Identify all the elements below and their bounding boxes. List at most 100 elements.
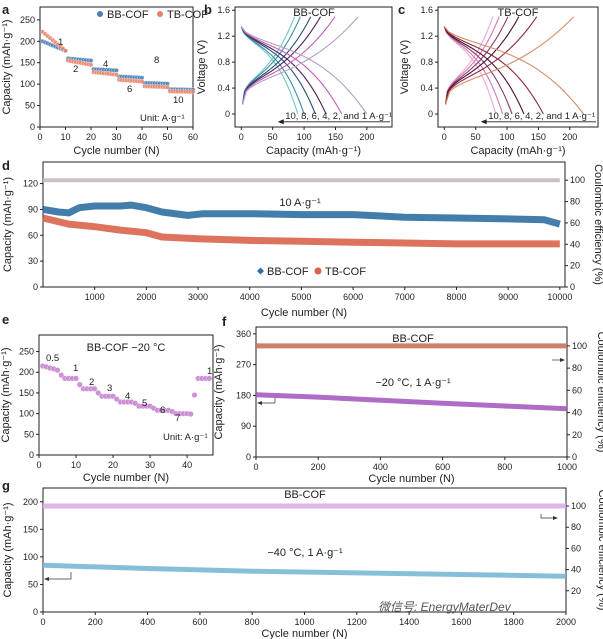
series-tb-cof: [42, 214, 560, 248]
legend-marker: [314, 267, 322, 275]
panel-label: f: [222, 314, 227, 329]
x-tick-label: 100: [297, 132, 312, 142]
charge-curve: [444, 16, 494, 105]
legend-label: BB-COF: [267, 266, 309, 278]
y-tick-label: 30: [28, 256, 38, 266]
data-point-tb-cof: [165, 84, 170, 90]
data-point-bb-cof: [114, 68, 119, 73]
annotation: Unit: A·g⁻¹: [163, 432, 208, 443]
y-tick-label: 0: [33, 282, 38, 292]
legend-marker: [257, 267, 264, 275]
charge-curve: [241, 16, 312, 105]
y-tick-label: 200: [19, 367, 34, 377]
x-tick-label: 150: [328, 132, 343, 142]
x-tick-label: 800: [497, 462, 512, 472]
y-tick-label: 90: [28, 204, 38, 214]
x-tick-label: 600: [435, 462, 450, 472]
y-tick-label: 150: [19, 388, 34, 398]
x-tick-label: 9000: [498, 292, 518, 302]
annotation: 0.5: [46, 353, 59, 364]
legend-marker: [157, 11, 163, 17]
x-tick-label: 400: [140, 617, 155, 627]
x-tick-label: 10: [71, 460, 81, 470]
y-tick-label: 1.6: [420, 5, 433, 15]
y-tick-label: 0: [33, 607, 38, 617]
y-tick-label: 1.2: [217, 31, 230, 41]
x-tick-label: 8000: [446, 292, 466, 302]
x-tick-label: 200: [562, 132, 577, 142]
discharge-curve: [443, 26, 513, 115]
x-axis-label: Capacity (mAh·g⁻¹): [266, 145, 361, 157]
y-tick-label: 120: [23, 179, 38, 189]
y-right-axis-label: Coulombic efficiency (%): [595, 332, 603, 453]
x-tick-label: 800: [245, 617, 260, 627]
x-tick-label: 0: [442, 132, 447, 142]
data-point: [187, 411, 194, 418]
x-tick-label: 40: [182, 460, 192, 470]
y-right-tick-label: 60: [571, 543, 581, 553]
data-point-tb-cof: [139, 79, 145, 84]
y-right-tick-label: 100: [571, 501, 586, 511]
x-tick-label: 0: [36, 460, 41, 470]
rate-annotation: 10, 8, 6, 4, 2, and 1 A·g⁻¹: [488, 111, 595, 122]
x-tick-label: 50: [162, 132, 172, 142]
y-right-tick-label: 60: [570, 218, 580, 228]
legend-marker: [97, 11, 103, 17]
watermark-text: 微信号: EnergyMaterDev: [378, 600, 512, 614]
annotation: 2: [73, 64, 78, 75]
panel-label: d: [2, 158, 10, 173]
arrow-head: [553, 516, 558, 520]
x-tick-label: 50: [471, 132, 481, 142]
discharge-curve: [443, 26, 544, 115]
panel-g: 0 200 400 600 800 1000 1200 1400 1600 1800 2000 0 50…: [2, 478, 603, 639]
charge-curve: [444, 16, 520, 105]
y-right-tick-label: 0: [570, 282, 575, 292]
x-tick-label: 3000: [188, 292, 208, 302]
y-tick-label: 60: [28, 230, 38, 240]
x-tick-label: 5000: [291, 292, 311, 302]
annotation: 1: [58, 37, 63, 48]
annotation: 7: [175, 413, 180, 424]
y-axis-label: Capacity (mAh·g⁻¹): [213, 344, 225, 439]
plot-frame: [39, 6, 194, 128]
x-tick-label: 1000: [294, 617, 314, 627]
y-right-tick-label: 80: [570, 197, 580, 207]
charge-curve: [241, 16, 336, 105]
chart-title: BB-COF: [392, 333, 434, 345]
y-right-axis-label: Coulombic efficiency (%): [592, 164, 603, 285]
charge-curve: [444, 16, 575, 105]
discharge-curve: [443, 26, 497, 115]
annotation: 6: [160, 405, 165, 416]
annotation: Unit: A·g⁻¹: [140, 113, 185, 124]
x-tick-label: 60: [188, 132, 198, 142]
plot-frame: [234, 6, 393, 128]
annotation: 8: [154, 55, 159, 66]
y-tick-label: 0.4: [217, 83, 230, 93]
arrow-head: [480, 119, 487, 125]
arrow-head: [560, 358, 565, 362]
annotation: 4: [103, 59, 108, 70]
annotation: 3: [107, 383, 112, 394]
arrow-head: [277, 119, 284, 125]
discharge-curve: [443, 26, 525, 115]
y-tick-label: 90: [241, 421, 251, 431]
data-point: [191, 392, 198, 399]
plot-frame: [42, 161, 566, 288]
y-tick-label: 0: [30, 122, 35, 132]
data-point: [76, 381, 83, 388]
discharge-curve: [240, 26, 343, 115]
rate-annotation: −20 °C, 1 A·g⁻¹: [375, 377, 451, 389]
chart-title: BB-COF −20 °C: [87, 342, 166, 354]
y-axis-label: Capacity (mAh·g⁻¹): [2, 177, 14, 272]
y-tick-label: 50: [24, 429, 34, 439]
series-capacity: [42, 562, 567, 579]
panel-d: 1000 2000 3000 4000 5000 6000 7000 8000 9000 1000…: [2, 158, 603, 319]
panel-label: a: [2, 2, 10, 17]
charge-curve: [444, 16, 500, 105]
y-tick-label: 50: [25, 101, 35, 111]
x-tick-label: 2000: [136, 292, 156, 302]
y-right-tick-label: 0: [572, 452, 577, 462]
series-capacity: [255, 392, 568, 412]
charge-curve: [444, 16, 538, 105]
y-tick-label: 250: [20, 15, 35, 25]
